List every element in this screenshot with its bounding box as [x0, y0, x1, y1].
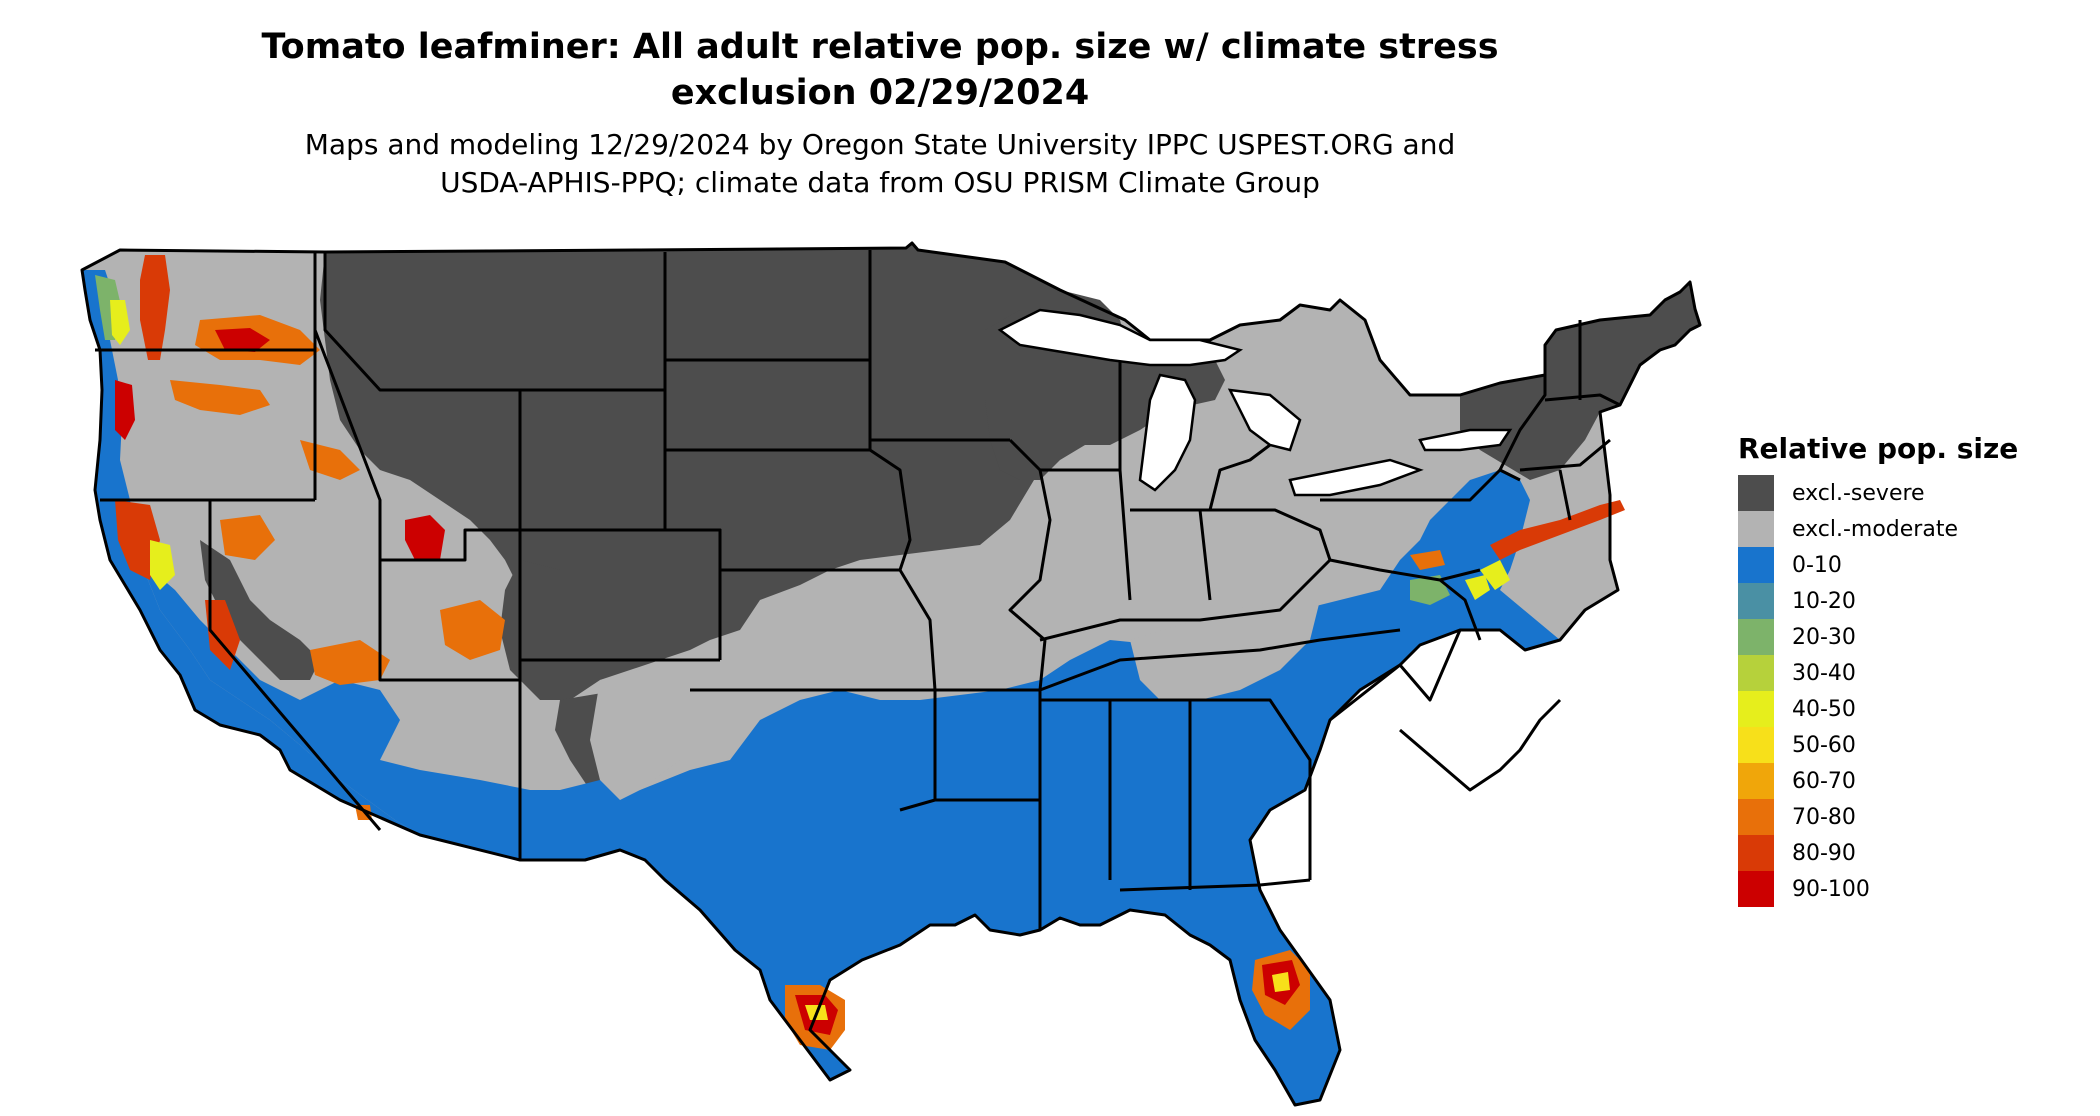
legend-swatch	[1738, 475, 1774, 511]
legend-label: 20-30	[1792, 624, 1856, 650]
legend-swatch	[1738, 727, 1774, 763]
hot-pnw-3	[215, 328, 270, 352]
hot-ncal-yellow	[150, 540, 175, 590]
excl-severe-utah	[500, 560, 620, 700]
title-line-1: Tomato leafminer: All adult relative pop…	[261, 27, 1499, 67]
legend-item: 80-90	[1738, 835, 2018, 871]
legend-item: 70-80	[1738, 799, 2018, 835]
legend-swatch	[1738, 511, 1774, 547]
excl-moderate-texas-panhandle	[590, 660, 740, 800]
legend-item: 10-20	[1738, 583, 2018, 619]
hot-utah-red	[405, 515, 445, 560]
hot-nevada	[220, 515, 275, 560]
legend-items: excl.-severe excl.-moderate 0-10 10-20 20-30…	[1738, 475, 2018, 907]
legend-label: 60-70	[1792, 768, 1856, 794]
hot-sierra	[205, 600, 240, 670]
lake-huron	[1227, 388, 1302, 452]
legend-label: 90-100	[1792, 876, 1870, 902]
lake-ontario	[1418, 428, 1513, 452]
hot-colorado-plateau	[310, 640, 390, 685]
hot-fla-yellow	[1272, 972, 1290, 992]
legend-label: 80-90	[1792, 840, 1856, 866]
hot-nyc-orange	[1490, 500, 1625, 560]
legend: Relative pop. size excl.-severe excl.-mod…	[1738, 432, 2018, 907]
legend-item: 40-50	[1738, 691, 2018, 727]
hot-pnw-1	[140, 255, 170, 360]
legend-label: 30-40	[1792, 660, 1856, 686]
legend-swatch	[1738, 871, 1774, 907]
title-line-2: exclusion 02/29/2024	[670, 73, 1090, 113]
legend-item: excl.-severe	[1738, 475, 2018, 511]
hot-nj-yellow	[1480, 560, 1510, 590]
legend-title: Relative pop. size	[1738, 432, 2019, 465]
lake-superior	[997, 308, 1244, 367]
conus-outline	[80, 241, 1702, 1107]
legend-swatch	[1738, 655, 1774, 691]
hot-nw-coast-yellow	[110, 300, 130, 345]
legend-item: 20-30	[1738, 619, 2018, 655]
map-subtitle: Maps and modeling 12/29/2024 by Oregon S…	[160, 126, 1600, 202]
legend-label: 50-60	[1792, 732, 1856, 758]
hot-dc-green	[1410, 575, 1450, 605]
legend-label: 10-20	[1792, 588, 1856, 614]
legend-item: 90-100	[1738, 871, 2018, 907]
hot-ncal	[115, 500, 160, 580]
excl-severe-wisconsin	[985, 310, 1225, 480]
subtitle-line-2: USDA-APHIS-PPQ; climate data from OSU PR…	[440, 166, 1320, 199]
map-title: Tomato leafminer: All adult relative pop…	[160, 24, 1600, 116]
legend-label: 40-50	[1792, 696, 1856, 722]
legend-swatch	[1738, 799, 1774, 835]
legend-item: 30-40	[1738, 655, 2018, 691]
legend-swatch	[1738, 835, 1774, 871]
hot-oregon-coast	[115, 380, 135, 440]
excl-severe-greatbasin	[200, 540, 320, 680]
legend-item: 0-10	[1738, 547, 2018, 583]
legend-item: 60-70	[1738, 763, 2018, 799]
excl-moderate-appalachia	[1130, 600, 1320, 700]
legend-item: 50-60	[1738, 727, 2018, 763]
legend-swatch	[1738, 547, 1774, 583]
hot-utah-orange	[440, 600, 505, 660]
band-0-10-pacific	[82, 270, 420, 835]
lake-michigan	[1138, 373, 1197, 492]
hot-oregon	[170, 380, 270, 415]
lake-erie	[1288, 458, 1424, 497]
hot-delaware-yellow	[1465, 575, 1490, 600]
subtitle-line-1: Maps and modeling 12/29/2024 by Oregon S…	[304, 128, 1456, 161]
legend-swatch	[1738, 619, 1774, 655]
state-borders	[80, 241, 1702, 1107]
legend-label: excl.-severe	[1792, 480, 1925, 506]
legend-item: excl.-moderate	[1738, 511, 2018, 547]
legend-swatch	[1738, 691, 1774, 727]
legend-label: 0-10	[1792, 552, 1842, 578]
legend-label: excl.-moderate	[1792, 516, 1958, 542]
hot-pa-orange	[1410, 550, 1445, 570]
legend-swatch	[1738, 583, 1774, 619]
legend-label: 70-80	[1792, 804, 1856, 830]
legend-swatch	[1738, 763, 1774, 799]
